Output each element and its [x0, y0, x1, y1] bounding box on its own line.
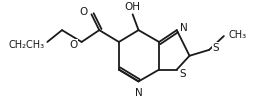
Text: S: S — [180, 68, 186, 78]
Text: O: O — [69, 40, 78, 50]
Text: O: O — [79, 7, 88, 17]
Text: N: N — [135, 88, 142, 97]
Text: CH₂CH₃: CH₂CH₃ — [8, 40, 44, 50]
Text: OH: OH — [125, 2, 141, 12]
Text: N: N — [180, 23, 187, 33]
Text: S: S — [212, 43, 219, 52]
Text: CH₃: CH₃ — [229, 30, 247, 40]
